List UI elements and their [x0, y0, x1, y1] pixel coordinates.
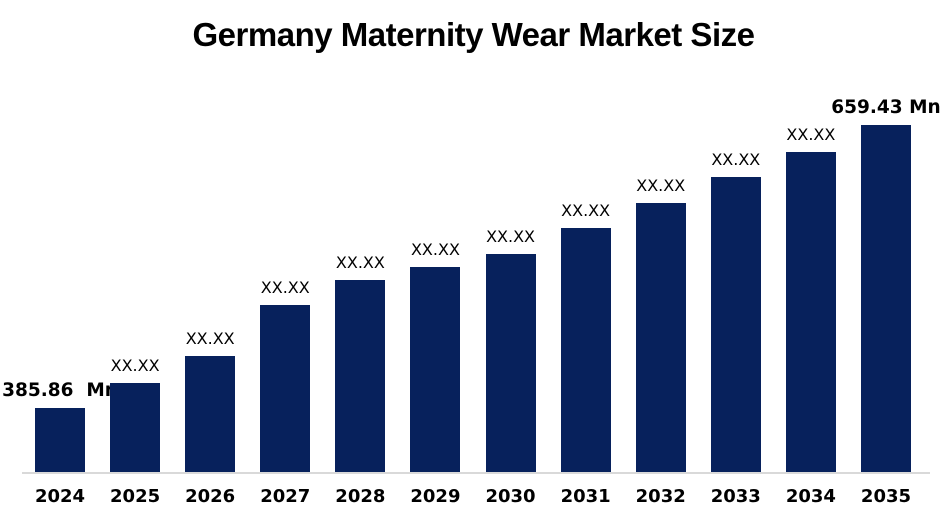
- x-tick-label-2028: 2028: [335, 486, 386, 507]
- bar-value-label-2027: XX.XX: [260, 278, 310, 298]
- bar-value-label-2024: 385.86 Mn: [2, 379, 118, 401]
- x-tick-label-2035: 2035: [860, 486, 912, 507]
- bar-value-label-2034: XX.XX: [786, 125, 836, 145]
- bar-value-label-2026: XX.XX: [185, 329, 235, 349]
- bar-2029: [410, 267, 461, 472]
- bar-column-2033: XX.XX: [710, 150, 761, 472]
- bar-2033: [710, 177, 761, 472]
- bar-column-2024: 385.86 Mn: [2, 380, 118, 472]
- bar-column-2030: XX.XX: [485, 227, 536, 472]
- bar-column-2028: XX.XX: [335, 253, 386, 472]
- x-tick-label-2029: 2029: [410, 486, 461, 507]
- x-tick-label-2034: 2034: [785, 486, 836, 507]
- bar-2031: [560, 228, 611, 472]
- bar-value-label-2025: XX.XX: [110, 356, 160, 376]
- x-tick-label-2031: 2031: [560, 486, 611, 507]
- chart-title: Germany Maternity Wear Market Size: [192, 16, 755, 53]
- bar-column-2035: 659.43 Mn: [831, 97, 941, 472]
- bar-value-label-2032: XX.XX: [636, 176, 686, 196]
- bar-column-2025: XX.XX: [110, 356, 161, 472]
- bar-column-2032: XX.XX: [635, 176, 686, 472]
- bar-2027: [260, 305, 311, 472]
- bar-2035: [860, 125, 911, 472]
- x-tick-label-2027: 2027: [260, 486, 311, 507]
- x-tick-label-2032: 2032: [635, 486, 686, 507]
- bar-2028: [335, 280, 386, 472]
- bar-column-2031: XX.XX: [560, 201, 611, 472]
- bar-value-label-2033: XX.XX: [711, 150, 761, 170]
- bar-column-2029: XX.XX: [410, 240, 461, 472]
- bar-2025: [110, 383, 161, 472]
- bar-column-2027: XX.XX: [260, 278, 311, 472]
- x-tick-label-2030: 2030: [485, 486, 536, 507]
- x-tick-label-2024: 2024: [34, 486, 86, 507]
- bar-value-label-2035: 659.43 Mn: [831, 96, 941, 118]
- x-tick-label-2033: 2033: [710, 486, 761, 507]
- bar-value-label-2030: XX.XX: [486, 227, 535, 247]
- bar-value-label-2028: XX.XX: [335, 253, 385, 273]
- bar-2034: [785, 152, 836, 472]
- bar-2026: [185, 356, 236, 472]
- bar-value-label-2031: XX.XX: [561, 201, 611, 221]
- bar-column-2034: XX.XX: [785, 125, 836, 472]
- x-tick-label-2025: 2025: [110, 486, 161, 507]
- bar-2024: [35, 408, 85, 472]
- bar-value-label-2029: XX.XX: [410, 240, 460, 260]
- bar-2030: [485, 254, 536, 472]
- x-tick-label-2026: 2026: [185, 486, 236, 507]
- bar-column-2026: XX.XX: [185, 329, 236, 472]
- x-axis-line: [22, 472, 930, 474]
- bar-2032: [635, 203, 686, 472]
